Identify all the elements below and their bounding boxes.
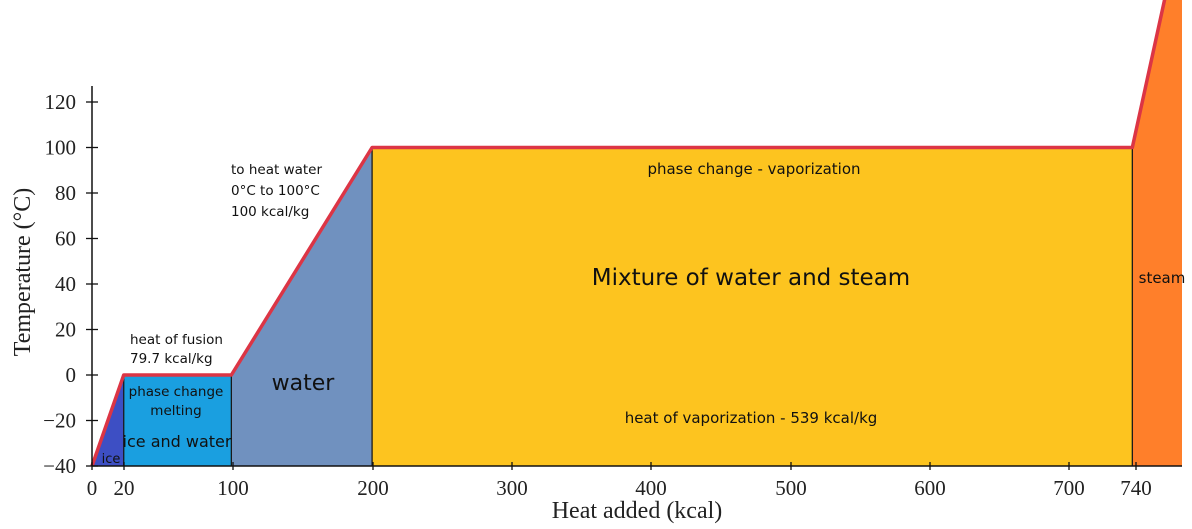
annotation-line: 79.7 kcal/kg <box>130 351 213 367</box>
region-mixture <box>372 147 1133 466</box>
x-tick-label: 700 <box>1053 476 1085 500</box>
annotation-heat-of-fusion: heat of fusion 79.7 kcal/kg <box>130 332 223 367</box>
annotation-line: phase change - vaporization <box>647 160 860 178</box>
region-label-water: water <box>272 371 336 396</box>
region-label-ice-and-water: ice and water <box>123 432 232 451</box>
annotations: phase change melting heat of fusion 79.7 kc… <box>129 160 878 427</box>
annotation-line: 0°C to 100°C <box>231 183 320 199</box>
annotation-line: heat of vaporization - 539 kcal/kg <box>625 409 878 427</box>
x-tick-label: 300 <box>496 476 528 500</box>
annotation-phase-change-melting: phase change melting <box>129 384 224 419</box>
annotation-heat-of-vaporization: heat of vaporization - 539 kcal/kg <box>625 409 878 427</box>
region-steam <box>1132 0 1182 466</box>
series-layer <box>90 0 1167 467</box>
x-tick-label: 600 <box>914 476 946 500</box>
series-line-heating-curve <box>90 0 1167 467</box>
y-tick-label: 0 <box>66 363 77 387</box>
region-label-steam: steam <box>1139 269 1186 287</box>
annotation-line: 100 kcal/kg <box>231 204 309 220</box>
y-tick-label: −20 <box>43 409 76 433</box>
annotation-phase-change-vaporization: phase change - vaporization <box>647 160 860 178</box>
y-tick-label: 60 <box>55 227 76 251</box>
y-tick-label: 80 <box>55 181 76 205</box>
y-tick-label: 40 <box>55 272 76 296</box>
annotation-line: melting <box>150 403 201 419</box>
y-axis-label: Temperature (°C) <box>10 188 36 357</box>
y-tick-label: 100 <box>45 136 77 160</box>
region-dividers <box>123 147 1133 466</box>
x-tick-label: 100 <box>217 476 249 500</box>
x-axis-label: Heat added (kcal) <box>552 498 723 524</box>
region-ice-and-water <box>123 375 232 466</box>
annotation-line: to heat water <box>231 162 322 178</box>
axes: −40 −20 0 20 40 60 80 100 120 0 20 100 200 300 400 500 6… <box>43 86 1182 500</box>
y-tick-label: 20 <box>55 318 76 342</box>
region-label-mixture: Mixture of water and steam <box>592 265 910 291</box>
annotation-line: heat of fusion <box>130 332 223 348</box>
y-tick-label: −40 <box>43 454 76 478</box>
x-tick-label: 400 <box>635 476 667 500</box>
y-tick-label: 120 <box>45 90 77 114</box>
region-label-ice: ice <box>102 452 121 467</box>
annotation-line: phase change <box>129 384 224 400</box>
x-tick-label: 200 <box>357 476 389 500</box>
region-water <box>231 147 373 466</box>
x-tick-label: 740 <box>1120 476 1152 500</box>
annotation-heat-water: to heat water 0°C to 100°C 100 kcal/kg <box>231 162 322 220</box>
x-tick-label: 20 <box>114 476 135 500</box>
phase-regions <box>92 0 1182 466</box>
x-tick-label: 0 <box>87 476 98 500</box>
x-tick-label: 500 <box>775 476 807 500</box>
